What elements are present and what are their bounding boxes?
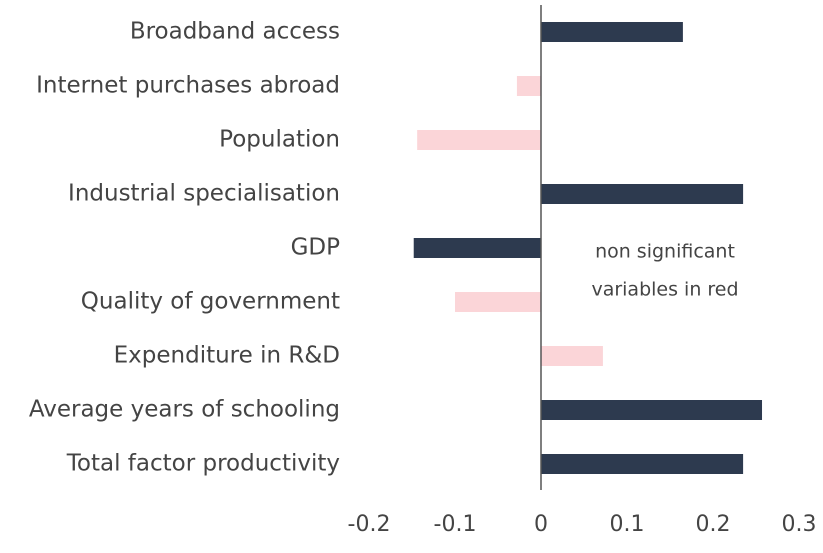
annotation: non significant bbox=[595, 241, 735, 263]
bar bbox=[417, 130, 541, 150]
x-tick-label: 0.3 bbox=[782, 512, 817, 537]
category-label: Quality of government bbox=[81, 289, 340, 315]
bar bbox=[541, 184, 744, 204]
bar bbox=[541, 22, 683, 42]
bar bbox=[541, 346, 603, 366]
annotation: variables in red bbox=[591, 279, 738, 301]
x-tick-label: -0.1 bbox=[434, 512, 477, 537]
bar bbox=[541, 400, 763, 420]
category-label: Industrial specialisation bbox=[68, 181, 340, 207]
bar bbox=[516, 76, 541, 96]
category-label: Population bbox=[219, 127, 340, 153]
category-label: Average years of schooling bbox=[29, 397, 340, 423]
x-tick-label: 0.2 bbox=[696, 512, 731, 537]
category-label: Broadband access bbox=[130, 19, 340, 45]
category-label: Expenditure in R&D bbox=[114, 343, 340, 369]
bar bbox=[455, 292, 541, 312]
category-label: Total factor productivity bbox=[66, 451, 340, 477]
x-tick-label: 0.1 bbox=[610, 512, 645, 537]
bar bbox=[541, 454, 744, 474]
bar bbox=[413, 238, 541, 258]
category-label: Internet purchases abroad bbox=[36, 73, 340, 99]
x-tick-label: 0 bbox=[534, 512, 548, 537]
category-label: GDP bbox=[291, 235, 341, 261]
x-tick-label: -0.2 bbox=[348, 512, 391, 537]
